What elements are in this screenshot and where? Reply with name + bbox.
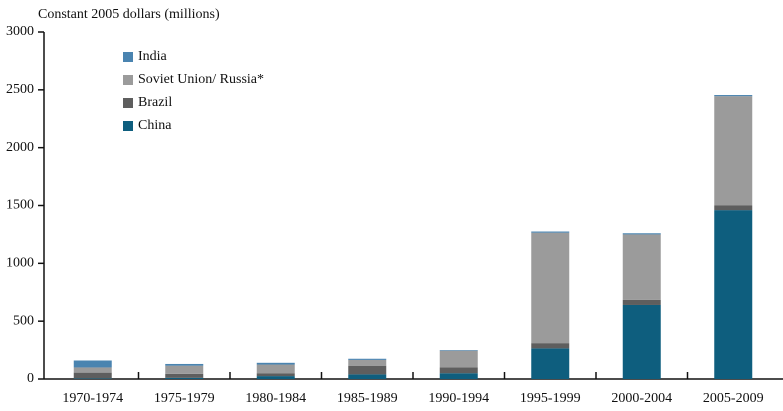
legend-swatch — [123, 75, 133, 85]
y-tick-label: 2500 — [6, 82, 34, 97]
bar-segment — [714, 96, 753, 206]
y-tick-label: 2000 — [6, 140, 34, 155]
x-tick-label: 1990-1994 — [428, 391, 489, 406]
y-tick-label: 0 — [27, 371, 34, 386]
bar-segment — [256, 373, 295, 377]
bar-segment — [622, 299, 661, 305]
bar-segment — [531, 343, 570, 349]
x-tick-label: 1970-1974 — [62, 391, 123, 406]
bar-segment — [622, 304, 661, 379]
x-tick-label: 1980-1984 — [245, 391, 306, 406]
legend-label: India — [138, 49, 168, 64]
bar-segment — [439, 350, 478, 368]
legend-swatch — [123, 121, 133, 131]
bar-segment — [73, 378, 112, 379]
bar-segment — [348, 374, 387, 379]
bar-segment — [73, 367, 112, 373]
legend-swatch — [123, 52, 133, 62]
bar-segment — [439, 367, 478, 374]
bar-segment — [165, 363, 204, 366]
legend-label: China — [138, 118, 172, 133]
x-tick-label: 2005-2009 — [703, 391, 764, 406]
bar-segment — [256, 362, 295, 365]
y-tick-label: 1500 — [6, 198, 34, 213]
bar-segment — [73, 360, 112, 368]
bar-segment — [531, 231, 570, 233]
bar-segment — [348, 365, 387, 375]
legend-label: Soviet Union/ Russia* — [138, 72, 264, 87]
x-tick-label: 1985-1989 — [337, 391, 398, 406]
bar-segment — [531, 348, 570, 379]
bar-segment — [73, 372, 112, 379]
x-tick-label: 1995-1999 — [520, 391, 581, 406]
bar-segment — [165, 365, 204, 374]
y-axis-label: Constant 2005 dollars (millions) — [38, 7, 220, 22]
legend-swatch — [123, 98, 133, 108]
bar-segment — [714, 205, 753, 211]
x-tick-label: 1975-1979 — [154, 391, 215, 406]
bar-segment — [348, 359, 387, 366]
bar-segment — [165, 373, 204, 378]
bar-segment — [714, 210, 753, 379]
bar-segment — [256, 364, 295, 374]
y-tick-label: 3000 — [6, 24, 34, 39]
x-tick-label: 2000-2004 — [611, 391, 672, 406]
bar-segment — [256, 376, 295, 379]
y-tick-label: 1000 — [6, 256, 34, 271]
legend-label: Brazil — [138, 95, 172, 110]
bar-segment — [531, 232, 570, 344]
bar-segment — [348, 358, 387, 360]
bar-segment — [165, 377, 204, 379]
bar-segment — [439, 373, 478, 379]
y-tick-label: 500 — [13, 313, 34, 328]
bar-segment — [622, 233, 661, 235]
bar-segment — [439, 350, 478, 351]
bar-segment — [622, 234, 661, 300]
bar-segment — [714, 95, 753, 97]
